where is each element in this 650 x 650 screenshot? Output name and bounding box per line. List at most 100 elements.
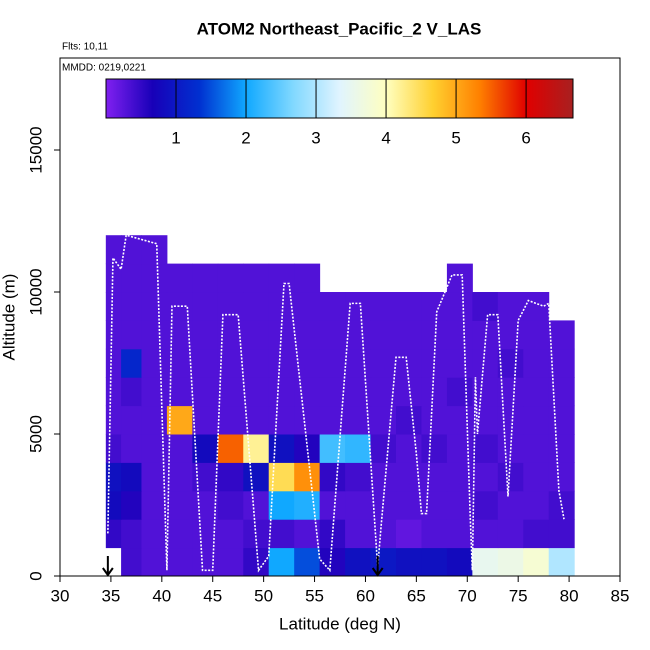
heat-cell — [105, 434, 122, 463]
x-tick-label: 80 — [560, 586, 579, 605]
heat-cell — [192, 547, 219, 577]
heat-cell — [268, 462, 295, 492]
heat-cell — [548, 547, 575, 577]
heat-cell — [268, 490, 295, 520]
heat-cell — [319, 348, 346, 378]
heat-cell — [421, 490, 448, 520]
x-tick-label: 30 — [51, 586, 70, 605]
heat-cell — [472, 462, 499, 492]
heat-cell — [217, 519, 244, 549]
chart-title: ATOM2 Northeast_Pacific_2 V_LAS — [197, 19, 482, 38]
x-tick-label: 75 — [509, 586, 528, 605]
heat-cell — [166, 519, 193, 549]
heat-cell — [121, 434, 142, 463]
heat-cell — [396, 434, 422, 463]
heat-cell — [268, 377, 295, 407]
heat-cell — [523, 405, 550, 435]
heat-cell — [294, 547, 321, 577]
heat-cell — [294, 320, 321, 350]
heat-cell — [105, 490, 122, 520]
heat-cell — [548, 434, 575, 463]
heat-cell — [192, 462, 219, 492]
heat-cell — [396, 405, 422, 435]
heat-cell — [497, 320, 524, 350]
annotation: MMDD: 0219,0221 — [62, 63, 146, 74]
heat-cell — [523, 434, 550, 463]
heat-cell — [268, 263, 295, 293]
heat-cell — [141, 348, 168, 378]
heat-cell — [319, 462, 346, 492]
heat-cell — [446, 348, 473, 378]
heat-cell — [345, 547, 372, 577]
heat-cell — [497, 547, 524, 577]
heat-cell — [548, 348, 575, 378]
heat-cell — [105, 263, 122, 293]
heat-cell — [121, 235, 142, 265]
heat-cell — [345, 462, 372, 492]
heat-cell — [141, 547, 168, 577]
heat-cell — [217, 377, 244, 407]
heat-cell — [243, 490, 270, 520]
x-tick-label: 60 — [356, 586, 375, 605]
heat-cell — [396, 292, 422, 321]
heat-cell — [294, 519, 321, 549]
y-tick-label: 0 — [26, 571, 45, 580]
heat-cell — [192, 292, 219, 321]
heat-cell — [370, 434, 397, 463]
heat-cell — [166, 490, 193, 520]
heat-cell — [370, 405, 397, 435]
heat-cell — [105, 405, 122, 435]
heat-cell — [548, 462, 575, 492]
heat-cell — [523, 462, 550, 492]
heat-cell — [446, 547, 473, 577]
heat-cell — [121, 405, 142, 435]
x-tick-label: 70 — [458, 586, 477, 605]
heat-cell — [345, 292, 372, 321]
x-tick-label: 85 — [611, 586, 630, 605]
heat-cell — [396, 348, 422, 378]
heat-cell — [141, 320, 168, 350]
heat-cell — [319, 490, 346, 520]
x-tick-label: 55 — [305, 586, 324, 605]
heat-cell — [319, 547, 346, 577]
heat-cell — [121, 263, 142, 293]
heat-cell — [141, 235, 168, 265]
heat-cell — [472, 490, 499, 520]
heat-cell — [548, 519, 575, 549]
heat-cell — [217, 405, 244, 435]
heat-cell — [166, 377, 193, 407]
heat-cell — [294, 263, 321, 293]
heat-cell — [421, 292, 448, 321]
x-tick-label: 35 — [101, 586, 120, 605]
colorbar-tick-label: 2 — [241, 128, 250, 147]
heat-cell — [217, 462, 244, 492]
x-tick-label: 65 — [407, 586, 426, 605]
heat-cell — [243, 547, 270, 577]
heat-cell — [370, 348, 397, 378]
heat-cell — [243, 377, 270, 407]
heat-cell — [421, 462, 448, 492]
colorbar-tick-label: 1 — [171, 128, 180, 147]
heat-cell — [243, 405, 270, 435]
heat-cell — [523, 490, 550, 520]
plot-frame — [59, 57, 621, 577]
heat-cell — [268, 405, 295, 435]
heat-cell — [472, 292, 499, 321]
heat-cell — [421, 377, 448, 407]
heat-cell — [319, 377, 346, 407]
heat-cell — [141, 377, 168, 407]
flight-track — [107, 234, 565, 573]
heat-cell — [121, 490, 142, 520]
heat-cell — [497, 462, 524, 492]
heat-cell — [192, 490, 219, 520]
heat-cell — [396, 519, 422, 549]
heat-cell — [497, 292, 524, 321]
heat-cell — [217, 292, 244, 321]
heat-cell — [421, 519, 448, 549]
heat-cell — [105, 235, 122, 265]
heat-cell — [294, 490, 321, 520]
heat-cell — [141, 292, 168, 321]
heat-cell — [396, 320, 422, 350]
x-tick-label: 45 — [203, 586, 222, 605]
heat-cell — [166, 405, 193, 435]
